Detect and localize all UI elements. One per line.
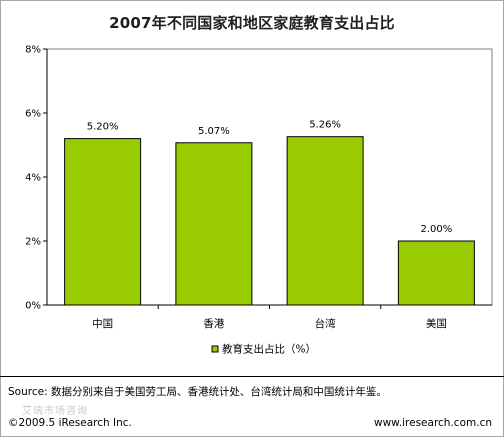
x-category-label: 台湾 [315,317,336,330]
x-category-label: 美国 [426,317,447,330]
chart-title: 2007年不同国家和地区家庭教育支出占比 [109,14,395,32]
y-tick-label: 4% [25,173,41,184]
website-link[interactable]: www.iresearch.com.cn [373,417,492,429]
bar[interactable] [64,138,142,306]
bar[interactable] [175,142,253,306]
legend-swatch [211,345,219,353]
y-tick-label: 2% [25,237,41,248]
plot-area: 0% 2% 4% 6% 8% 5.20% 中国 5.07% 香港 5.26% 台湾 2.00% 美国教育… [25,45,493,356]
legend-label: 教育支出占比（%） [222,343,316,356]
copyright-text: ©2009.5 iResearch Inc. [8,417,132,429]
chart-canvas: 0% 2% 4% 6% 8% 5.20% 中国 5.07% 香港 5.26% 台湾 2.00% 美国教育… [25,45,493,356]
bar[interactable] [397,240,475,306]
bar-data-label: 5.07% [198,126,230,137]
watermark-text: 艾瑞市场咨询 [22,406,88,417]
bar[interactable] [286,136,364,306]
y-tick-label: 0% [25,301,41,312]
y-tick-label: 8% [25,45,41,56]
footer-divider [0,376,504,377]
bar-data-label: 5.26% [309,120,341,131]
bar-data-label: 2.00% [420,224,452,235]
source-note: Source: 数据分别来自于美国劳工局、香港统计处、台湾统计局和中国统计年鉴。 [8,386,387,398]
y-tick-label: 6% [25,109,41,120]
x-category-label: 中国 [92,317,113,330]
bar-data-label: 5.20% [87,122,119,133]
x-category-label: 香港 [203,318,224,330]
